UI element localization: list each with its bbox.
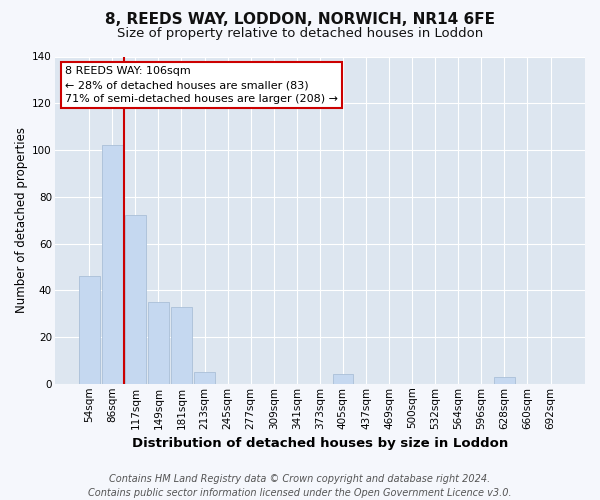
Text: 8, REEDS WAY, LODDON, NORWICH, NR14 6FE: 8, REEDS WAY, LODDON, NORWICH, NR14 6FE bbox=[105, 12, 495, 28]
Bar bbox=[194, 372, 215, 384]
Bar bbox=[102, 146, 122, 384]
Bar bbox=[332, 374, 353, 384]
Bar bbox=[494, 377, 515, 384]
Text: Size of property relative to detached houses in Loddon: Size of property relative to detached ho… bbox=[117, 28, 483, 40]
Y-axis label: Number of detached properties: Number of detached properties bbox=[15, 127, 28, 313]
Bar bbox=[125, 216, 146, 384]
Text: Contains HM Land Registry data © Crown copyright and database right 2024.
Contai: Contains HM Land Registry data © Crown c… bbox=[88, 474, 512, 498]
Bar bbox=[148, 302, 169, 384]
Text: 8 REEDS WAY: 106sqm
← 28% of detached houses are smaller (83)
71% of semi-detach: 8 REEDS WAY: 106sqm ← 28% of detached ho… bbox=[65, 66, 338, 104]
X-axis label: Distribution of detached houses by size in Loddon: Distribution of detached houses by size … bbox=[132, 437, 508, 450]
Bar bbox=[171, 306, 192, 384]
Bar bbox=[79, 276, 100, 384]
